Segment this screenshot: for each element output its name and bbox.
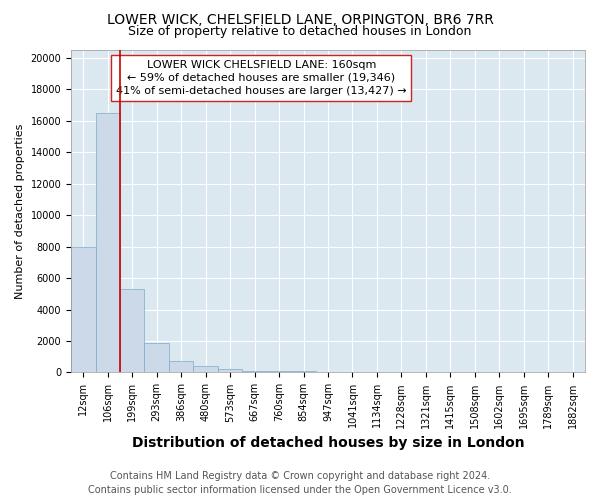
Bar <box>193 366 218 372</box>
Y-axis label: Number of detached properties: Number of detached properties <box>15 124 25 299</box>
Bar <box>242 371 267 372</box>
Text: LOWER WICK CHELSFIELD LANE: 160sqm
← 59% of detached houses are smaller (19,346): LOWER WICK CHELSFIELD LANE: 160sqm ← 59%… <box>116 60 407 96</box>
Bar <box>95 113 120 372</box>
Bar <box>218 368 242 372</box>
Bar <box>145 344 169 372</box>
Text: LOWER WICK, CHELSFIELD LANE, ORPINGTON, BR6 7RR: LOWER WICK, CHELSFIELD LANE, ORPINGTON, … <box>107 12 493 26</box>
Text: Size of property relative to detached houses in London: Size of property relative to detached ho… <box>128 25 472 38</box>
Bar <box>267 371 292 372</box>
Text: Contains HM Land Registry data © Crown copyright and database right 2024.
Contai: Contains HM Land Registry data © Crown c… <box>88 471 512 495</box>
Bar <box>169 360 193 372</box>
Bar <box>120 289 145 372</box>
Bar <box>71 246 95 372</box>
X-axis label: Distribution of detached houses by size in London: Distribution of detached houses by size … <box>132 436 524 450</box>
Bar <box>292 371 316 372</box>
